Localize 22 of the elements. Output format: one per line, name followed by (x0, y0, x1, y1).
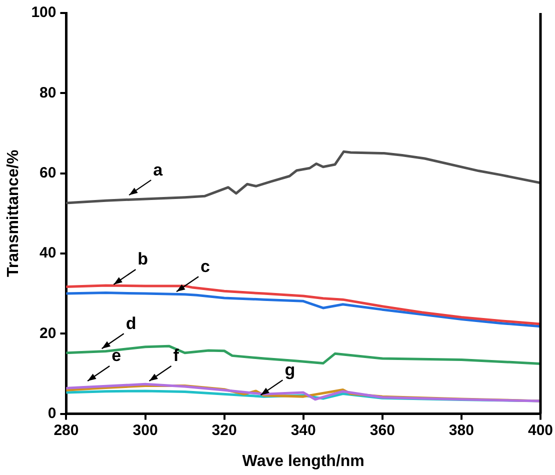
x-tick-label: 380 (448, 422, 474, 439)
x-tick-label: 360 (370, 422, 395, 439)
y-tick-label: 0 (48, 404, 56, 422)
x-tick-label: 400 (528, 422, 553, 439)
annotation: e (112, 346, 122, 366)
y-tick-label: 80 (40, 84, 56, 102)
x-tick-label: 340 (290, 422, 316, 439)
annotation: b (138, 250, 148, 269)
annotation: a (153, 160, 164, 180)
annotation: f (173, 346, 180, 366)
y-tick-label: 60 (40, 164, 56, 182)
x-axis-title: Wave length/nm (242, 452, 364, 470)
y-tick-label: 40 (40, 244, 56, 262)
annotation: d (126, 314, 136, 333)
y-tick-label: 100 (31, 4, 56, 22)
annotation: c (200, 256, 210, 276)
x-tick-label: 320 (212, 422, 237, 439)
x-tick-label: 300 (132, 422, 158, 439)
annotation: g (284, 360, 296, 380)
y-axis-title: Transmittance/% (5, 150, 22, 277)
x-tick-label: 280 (54, 422, 79, 439)
y-tick-label: 20 (40, 324, 56, 342)
